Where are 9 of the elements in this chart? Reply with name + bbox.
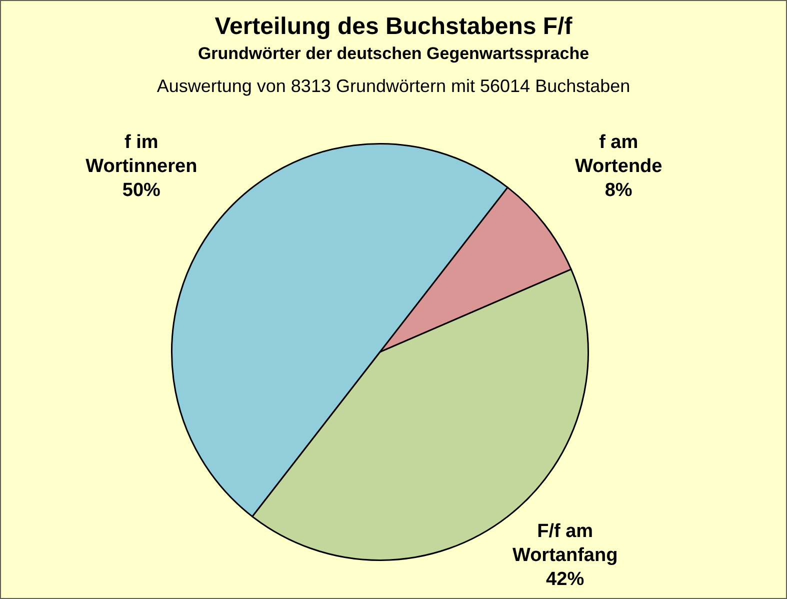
- slice-label: f am Wortende: [574, 132, 662, 178]
- slice-label: f im Wortinneren: [86, 132, 198, 178]
- chart-title: Verteilung des Buchstabens F/f: [214, 13, 574, 40]
- data-label: 42%: [546, 569, 584, 590]
- data-label: 8%: [604, 180, 632, 202]
- slice-label: F/f am Wortanfang: [512, 521, 618, 566]
- data-label: 50%: [122, 180, 161, 202]
- chart-subtitle: Grundwörter der deutschen Gegenwartssprache: [196, 44, 590, 64]
- text: Auswertung von 8313 Grundwörtern mit 56014 Buchstaben: [156, 76, 632, 97]
